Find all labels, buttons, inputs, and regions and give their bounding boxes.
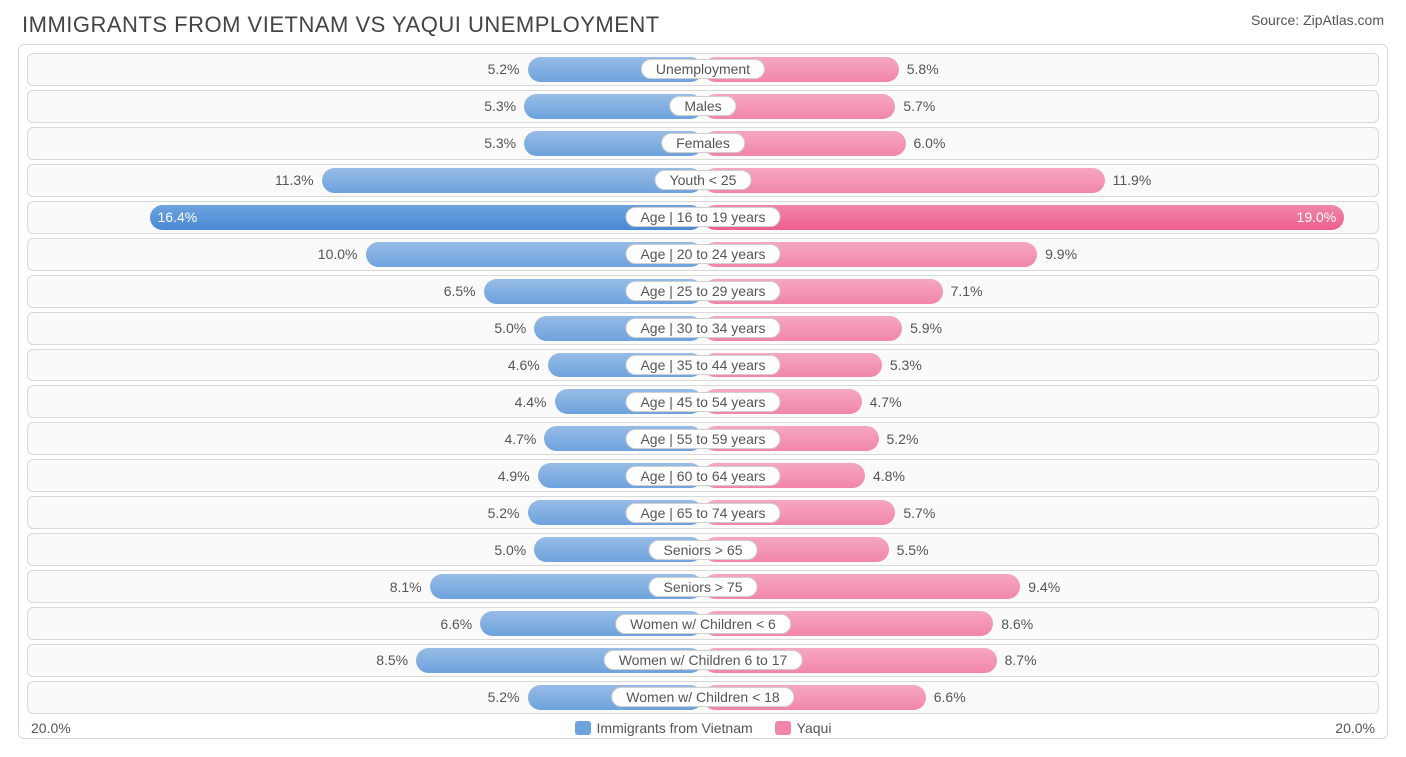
chart-row: 5.2% 5.8% Unemployment — [27, 53, 1379, 86]
value-label-right: 7.1% — [943, 283, 983, 299]
value-label-right: 6.0% — [906, 135, 946, 151]
legend-swatch-blue — [575, 721, 591, 735]
value-label-left: 5.2% — [488, 505, 528, 521]
bar-left: 16.4% — [150, 205, 704, 230]
value-label-left: 5.0% — [494, 542, 534, 558]
value-label-left: 6.6% — [440, 616, 480, 632]
value-label-right: 5.5% — [889, 542, 929, 558]
legend-item-left: Immigrants from Vietnam — [575, 720, 753, 736]
bar-left: 11.3% — [322, 168, 703, 193]
value-label-left: 10.0% — [318, 246, 366, 262]
category-label: Women w/ Children 6 to 17 — [604, 650, 803, 670]
value-label-left: 8.5% — [376, 652, 416, 668]
value-label-right: 19.0% — [1297, 209, 1337, 225]
value-label-right: 9.4% — [1020, 579, 1060, 595]
value-label-left: 4.7% — [504, 431, 544, 447]
value-label-left: 6.5% — [444, 283, 484, 299]
chart-source: Source: ZipAtlas.com — [1251, 12, 1384, 28]
legend-label-left: Immigrants from Vietnam — [597, 720, 753, 736]
chart-row: 5.0% 5.9% Age | 30 to 34 years — [27, 312, 1379, 345]
chart-row: 5.2% 5.7% Age | 65 to 74 years — [27, 496, 1379, 529]
chart-header: IMMIGRANTS FROM VIETNAM VS YAQUI UNEMPLO… — [18, 12, 1388, 44]
category-label: Males — [669, 96, 736, 116]
value-label-right: 4.7% — [862, 394, 902, 410]
category-label: Age | 25 to 29 years — [625, 281, 780, 301]
value-label-left: 5.3% — [484, 135, 524, 151]
value-label-left: 5.2% — [488, 689, 528, 705]
value-label-left: 16.4% — [158, 209, 198, 225]
category-label: Age | 65 to 74 years — [625, 503, 780, 523]
category-label: Seniors > 65 — [649, 540, 758, 560]
value-label-right: 4.8% — [865, 468, 905, 484]
chart-row: 4.6% 5.3% Age | 35 to 44 years — [27, 349, 1379, 382]
category-label: Seniors > 75 — [649, 577, 758, 597]
value-label-right: 5.7% — [895, 505, 935, 521]
value-label-right: 6.6% — [926, 689, 966, 705]
chart-row: 6.6% 8.6% Women w/ Children < 6 — [27, 607, 1379, 640]
chart-row: 4.4% 4.7% Age | 45 to 54 years — [27, 385, 1379, 418]
value-label-left: 4.4% — [515, 394, 555, 410]
value-label-left: 5.0% — [494, 320, 534, 336]
category-label: Age | 20 to 24 years — [625, 244, 780, 264]
chart-row: 6.5% 7.1% Age | 25 to 29 years — [27, 275, 1379, 308]
category-label: Age | 35 to 44 years — [625, 355, 780, 375]
axis-max-right: 20.0% — [1295, 720, 1375, 736]
category-label: Females — [661, 133, 745, 153]
category-label: Women w/ Children < 18 — [611, 687, 794, 707]
chart-row: 8.5% 8.7% Women w/ Children 6 to 17 — [27, 644, 1379, 677]
category-label: Unemployment — [641, 59, 765, 79]
value-label-right: 5.8% — [899, 61, 939, 77]
category-label: Age | 30 to 34 years — [625, 318, 780, 338]
legend-label-right: Yaqui — [797, 720, 832, 736]
value-label-right: 9.9% — [1037, 246, 1077, 262]
value-label-right: 8.7% — [997, 652, 1037, 668]
category-label: Youth < 25 — [655, 170, 752, 190]
value-label-right: 5.2% — [879, 431, 919, 447]
chart-row: 8.1% 9.4% Seniors > 75 — [27, 570, 1379, 603]
chart-row: 5.2% 6.6% Women w/ Children < 18 — [27, 681, 1379, 714]
chart-row: 10.0% 9.9% Age | 20 to 24 years — [27, 238, 1379, 271]
chart-row: 16.4% 19.0% Age | 16 to 19 years — [27, 201, 1379, 234]
chart-footer: 20.0% Immigrants from Vietnam Yaqui 20.0… — [27, 714, 1379, 736]
chart-title: IMMIGRANTS FROM VIETNAM VS YAQUI UNEMPLO… — [22, 12, 660, 38]
category-label: Age | 60 to 64 years — [625, 466, 780, 486]
value-label-right: 5.9% — [902, 320, 942, 336]
axis-max-left: 20.0% — [31, 720, 111, 736]
value-label-right: 11.9% — [1105, 172, 1152, 188]
category-label: Age | 45 to 54 years — [625, 392, 780, 412]
chart-row: 4.7% 5.2% Age | 55 to 59 years — [27, 422, 1379, 455]
value-label-right: 8.6% — [993, 616, 1033, 632]
value-label-left: 5.3% — [484, 98, 524, 114]
legend-item-right: Yaqui — [775, 720, 832, 736]
chart-row: 5.0% 5.5% Seniors > 65 — [27, 533, 1379, 566]
bar-right: 19.0% — [703, 205, 1344, 230]
value-label-left: 4.9% — [498, 468, 538, 484]
chart-row: 11.3%11.9%Youth < 25 — [27, 164, 1379, 197]
chart-row: 5.3% 6.0% Females — [27, 127, 1379, 160]
chart-row: 5.3% 5.7% Males — [27, 90, 1379, 123]
chart-area: 5.2% 5.8% Unemployment 5.3% 5.7% Males 5.3% 6.0… — [18, 44, 1388, 739]
legend-swatch-pink — [775, 721, 791, 735]
category-label: Age | 55 to 59 years — [625, 429, 780, 449]
value-label-left: 5.2% — [488, 61, 528, 77]
value-label-right: 5.3% — [882, 357, 922, 373]
chart-row: 4.9% 4.8% Age | 60 to 64 years — [27, 459, 1379, 492]
value-label-left: 4.6% — [508, 357, 548, 373]
bar-right: 11.9% — [703, 168, 1105, 193]
legend: Immigrants from Vietnam Yaqui — [111, 720, 1295, 736]
chart-container: IMMIGRANTS FROM VIETNAM VS YAQUI UNEMPLO… — [0, 0, 1406, 757]
chart-rows: 5.2% 5.8% Unemployment 5.3% 5.7% Males 5.3% 6.0… — [27, 53, 1379, 714]
value-label-right: 5.7% — [895, 98, 935, 114]
category-label: Age | 16 to 19 years — [625, 207, 780, 227]
value-label-left: 8.1% — [390, 579, 430, 595]
value-label-left: 11.3% — [275, 172, 322, 188]
category-label: Women w/ Children < 6 — [615, 614, 791, 634]
